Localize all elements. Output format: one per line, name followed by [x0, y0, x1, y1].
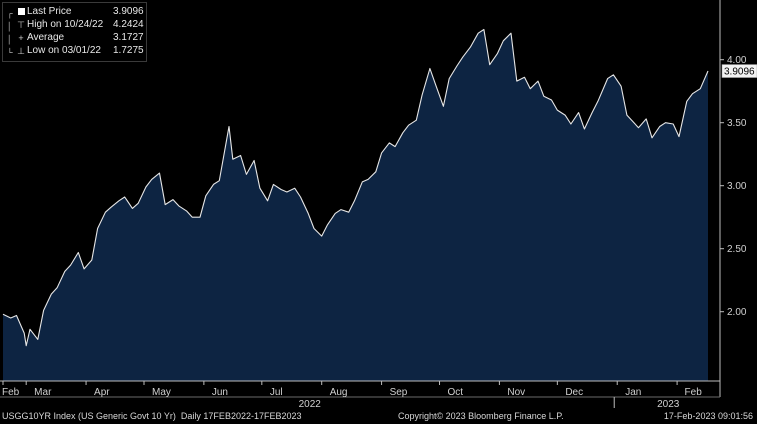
- x-month-label: Mar: [34, 387, 52, 398]
- x-year-label: 2023: [657, 399, 680, 410]
- x-month-label: Jan: [625, 387, 641, 398]
- x-month-label: Feb: [2, 387, 20, 398]
- series-area-fill: [3, 29, 708, 381]
- x-month-label: Feb: [685, 387, 703, 398]
- legend-average: │ + Average 3.1727: [3, 32, 146, 44]
- instrument-label: USGG10YR Index (US Generic Govt 10 Yr): [2, 411, 176, 421]
- tick-label-layer: 2.00 2.50 3.00 3.50 4.003.9096 Feb Mar Apr May Ju…: [2, 55, 757, 410]
- footer-timestamp: 17-Feb-2023 09:01:56: [663, 411, 753, 421]
- last-value-label: 3.9096: [724, 67, 755, 78]
- legend-box: ┌ Last Price 3.9096 │ ⊤ High on 10/24/22…: [2, 2, 147, 62]
- legend-value: 4.2424: [113, 19, 144, 30]
- legend-bracket-icon: └: [7, 48, 13, 57]
- y-tick-label: 2.00: [727, 307, 747, 318]
- axis-layer: [0, 0, 724, 408]
- legend-label: Last Price: [27, 6, 72, 17]
- legend-value: 1.7275: [113, 45, 144, 56]
- legend-low: └ ⊥ Low on 03/01/22 1.7275: [3, 45, 146, 57]
- y-tick-label: 3.50: [727, 118, 747, 129]
- series-line: [2, 28, 709, 347]
- y-tick-label: 4.00: [727, 55, 747, 66]
- x-month-label: Aug: [330, 387, 348, 398]
- high-marker-icon: ⊤: [17, 20, 25, 30]
- legend-bracket-icon: │: [7, 35, 12, 44]
- x-month-label: Nov: [507, 387, 525, 398]
- area-layer: [2, 28, 709, 381]
- x-month-label: Sep: [390, 387, 408, 398]
- footer-instrument: USGG10YR Index (US Generic Govt 10 Yr) D…: [2, 411, 302, 421]
- x-month-label: Apr: [94, 387, 110, 398]
- legend-bracket-icon: ┌: [7, 9, 13, 18]
- x-month-label: Dec: [565, 387, 583, 398]
- x-month-label: May: [152, 387, 171, 398]
- x-month-label: Oct: [448, 387, 464, 398]
- last-value-badge: [721, 64, 757, 78]
- y-tick-label: 2.50: [727, 244, 747, 255]
- x-month-label: Jul: [270, 387, 283, 398]
- period-label: Daily 17FEB2022-17FEB2023: [180, 411, 302, 421]
- low-marker-icon: ⊥: [17, 46, 25, 56]
- legend-bracket-icon: │: [7, 22, 12, 31]
- legend-label: Average: [27, 32, 65, 43]
- legend-value: 3.9096: [113, 6, 144, 17]
- legend-label: High on 10/24/22: [27, 19, 104, 30]
- x-month-label: Jun: [212, 387, 228, 398]
- y-tick-label: 3.00: [727, 181, 747, 192]
- footer-copyright: Copyright© 2023 Bloomberg Finance L.P.: [398, 411, 564, 421]
- legend-label: Low on 03/01/22: [27, 45, 101, 56]
- legend-value: 3.1727: [113, 32, 144, 43]
- average-marker-icon: +: [18, 33, 24, 43]
- legend-high: │ ⊤ High on 10/24/22 4.2424: [3, 19, 146, 31]
- legend-swatch-icon: [18, 8, 25, 15]
- x-year-label: 2022: [299, 399, 322, 410]
- legend-last-price: ┌ Last Price 3.9096: [3, 6, 146, 18]
